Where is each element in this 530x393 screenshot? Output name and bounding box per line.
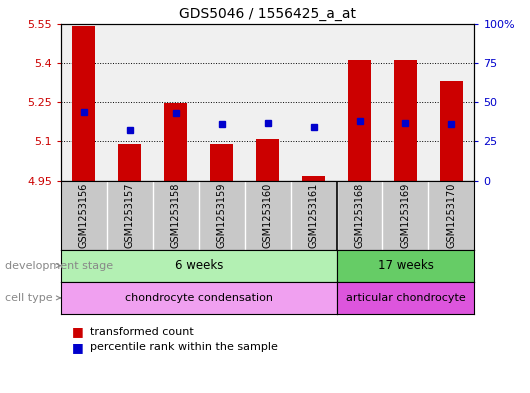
Bar <box>348 60 371 181</box>
Bar <box>73 26 95 181</box>
Text: 17 weeks: 17 weeks <box>377 259 434 272</box>
Text: ■: ■ <box>72 325 83 338</box>
Bar <box>256 139 279 181</box>
Text: development stage: development stage <box>5 261 113 271</box>
Text: cell type: cell type <box>5 293 53 303</box>
Bar <box>394 60 417 181</box>
Bar <box>164 103 187 181</box>
Text: GSM1253159: GSM1253159 <box>217 182 227 248</box>
Text: GSM1253161: GSM1253161 <box>308 182 319 248</box>
Bar <box>440 81 463 181</box>
Text: transformed count: transformed count <box>90 327 194 337</box>
Bar <box>210 144 233 181</box>
Text: GSM1253168: GSM1253168 <box>355 182 365 248</box>
Text: GSM1253169: GSM1253169 <box>401 182 410 248</box>
Bar <box>118 144 142 181</box>
Text: GSM1253160: GSM1253160 <box>263 182 272 248</box>
Text: GSM1253158: GSM1253158 <box>171 182 181 248</box>
Text: articular chondrocyte: articular chondrocyte <box>346 293 465 303</box>
Text: 6 weeks: 6 weeks <box>174 259 223 272</box>
Text: GSM1253157: GSM1253157 <box>125 182 135 248</box>
Title: GDS5046 / 1556425_a_at: GDS5046 / 1556425_a_at <box>179 7 356 21</box>
Text: GSM1253156: GSM1253156 <box>79 182 89 248</box>
Text: GSM1253170: GSM1253170 <box>446 182 456 248</box>
Text: chondrocyte condensation: chondrocyte condensation <box>125 293 273 303</box>
Text: percentile rank within the sample: percentile rank within the sample <box>90 342 278 353</box>
Bar <box>302 176 325 181</box>
Text: ■: ■ <box>72 341 83 354</box>
